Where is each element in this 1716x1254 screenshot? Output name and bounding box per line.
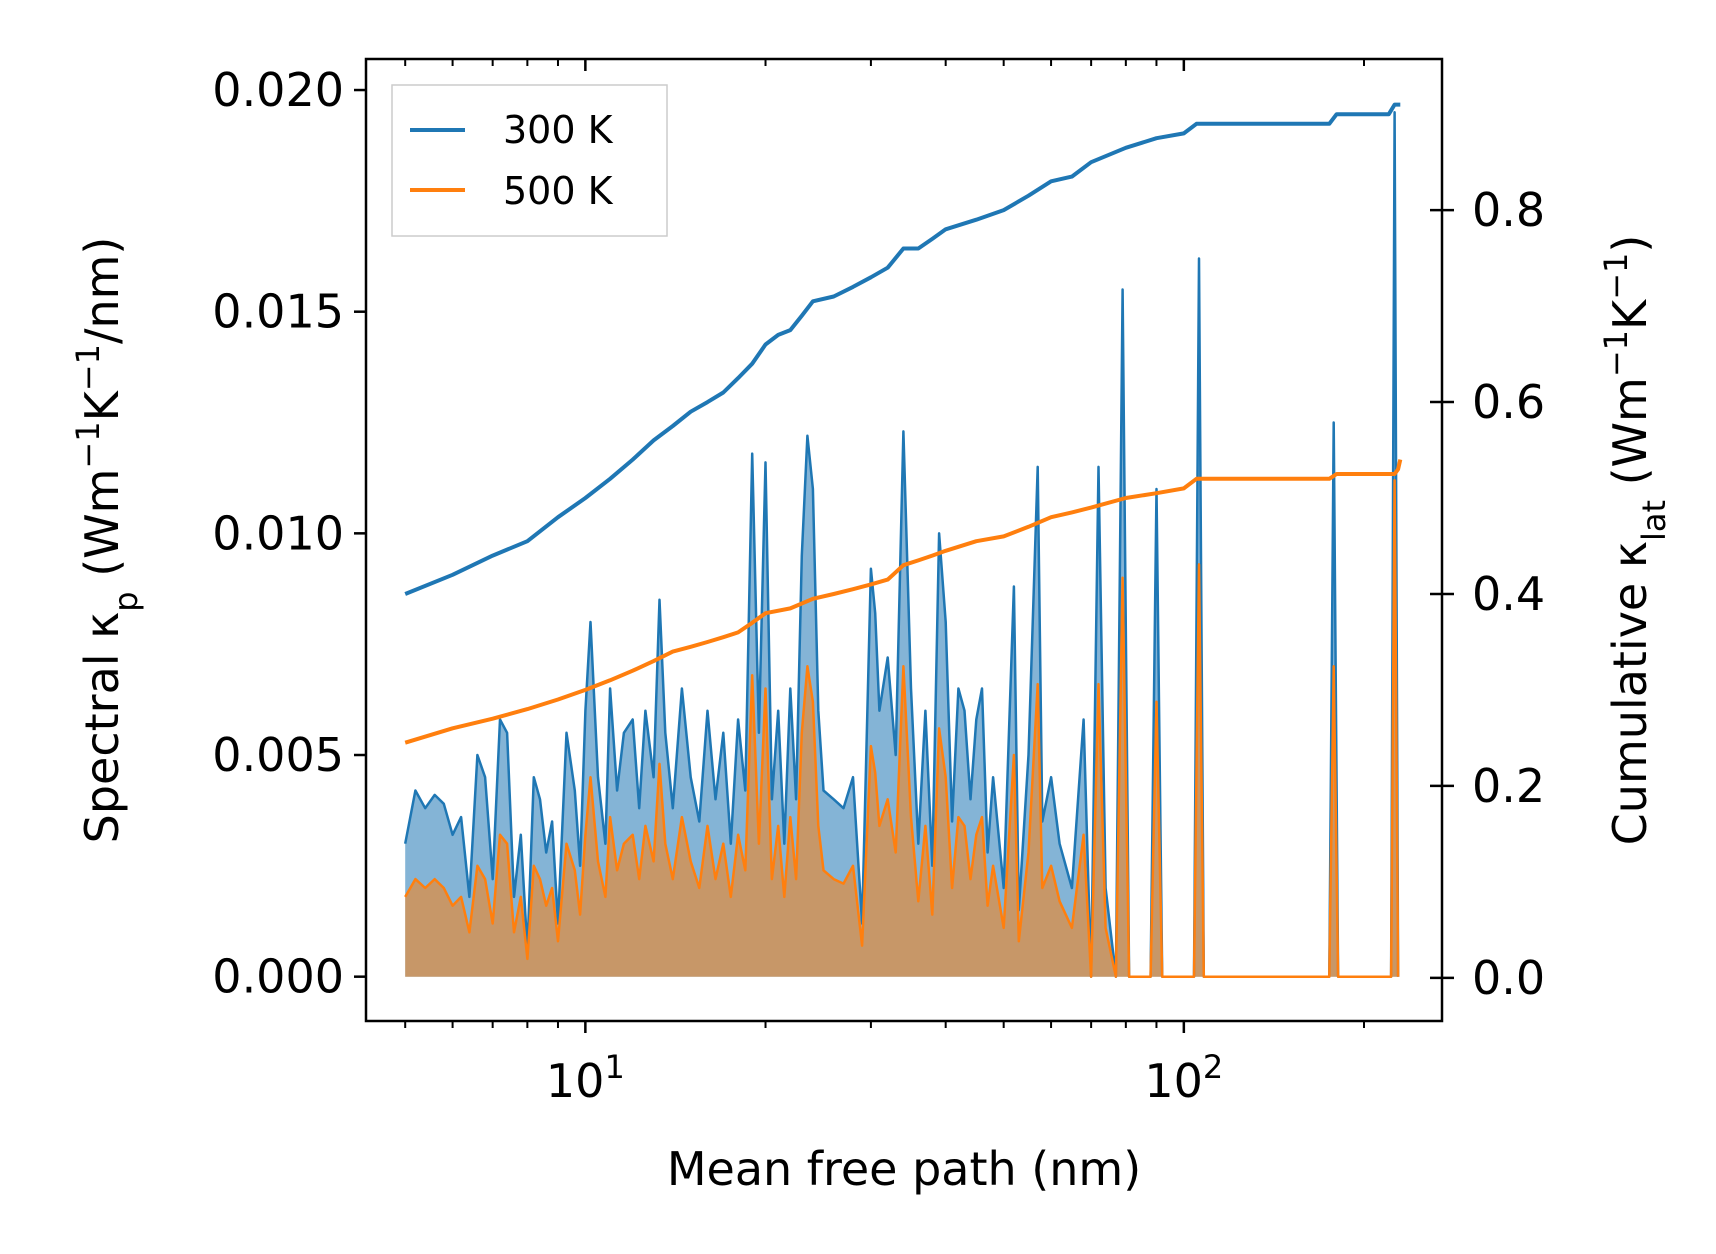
x-tick-label-exp: 1: [604, 1048, 624, 1086]
right-axis-title: Cumulative κlat (Wm−1K−1): [1597, 235, 1673, 846]
cumulative-line-300k: [404, 102, 1401, 596]
left-axis-title-sup2: −1: [69, 344, 107, 391]
right-axis-title-mid: K: [1603, 298, 1657, 330]
right-axis-title-sup2: −1: [1597, 253, 1635, 300]
left-y-tick-label: 0.020: [212, 63, 344, 117]
x-axis-title: Mean free path (nm): [667, 1142, 1141, 1196]
right-y-tick-label: 0.8: [1472, 183, 1545, 237]
left-y-tick-label: 0.000: [212, 950, 344, 1004]
left-axis-title-sup1: −1: [69, 421, 107, 468]
left-y-tick-label: 0.005: [212, 728, 344, 782]
right-y-tick-label: 0.0: [1472, 951, 1545, 1005]
right-y-tick-label: 0.6: [1472, 375, 1545, 429]
legend-box: [391, 84, 668, 237]
right-axis-title-sub: lat: [1635, 500, 1673, 541]
left-axis-title-mid: K: [75, 389, 129, 421]
spectral-line-500k: [404, 478, 1400, 978]
left-axis-title-sub: p: [107, 591, 145, 611]
left-axis-title: Spectral κp (Wm−1K−1/nm): [69, 237, 145, 844]
left-axis-title-units: (Wm: [75, 469, 129, 592]
right-axis-title-prefix: Cumulative κ: [1603, 541, 1657, 845]
spectral-line-300k: [403, 110, 1400, 978]
right-axis-title-end: ): [1603, 235, 1657, 253]
left-axis-title-prefix: Spectral κ: [75, 612, 129, 844]
right-axis-title-units: (Wm: [1603, 377, 1657, 500]
right-y-tick-label: 0.2: [1472, 759, 1545, 813]
left-axis-title-end: /nm): [75, 237, 129, 344]
legend: 300 K 500 K: [391, 84, 668, 237]
left-y-tick-label: 0.010: [212, 506, 344, 560]
x-tick-label-exp: 2: [1203, 1048, 1223, 1086]
right-y-tick-label: 0.4: [1472, 567, 1545, 621]
x-tick-label-base: 10: [546, 1054, 605, 1108]
x-tick-label: 101: [546, 1048, 625, 1108]
plot-frame: [364, 57, 1444, 1023]
x-tick-label: 102: [1144, 1048, 1223, 1108]
left-y-tick-label: 0.015: [212, 285, 344, 339]
legend-label-300k: 300 K: [503, 108, 614, 152]
legend-label-500k: 500 K: [503, 169, 614, 213]
right-axis-title-sup1: −1: [1597, 330, 1635, 377]
cumulative-line-500k: [404, 459, 1403, 745]
x-tick-label-base: 10: [1144, 1054, 1203, 1108]
